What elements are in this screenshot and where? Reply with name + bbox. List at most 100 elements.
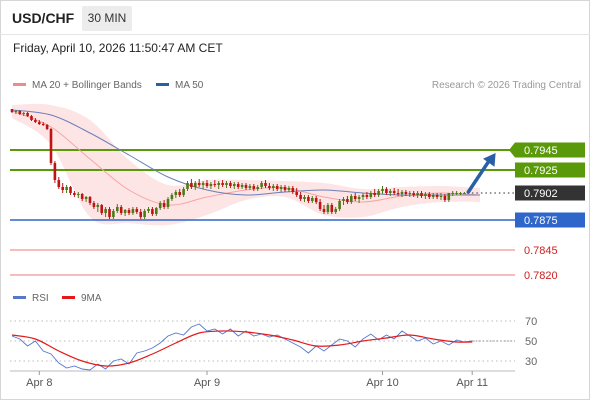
candle-body <box>205 183 209 186</box>
current-price-label: 0.7902 <box>524 188 558 200</box>
candle-body <box>330 205 334 212</box>
datetime-label: Friday, April 10, 2026 11:50:47 AM CET <box>13 41 223 55</box>
candle-body <box>80 194 84 199</box>
candle-body <box>166 199 170 207</box>
legend-rsi-ma: 9MA <box>62 293 102 304</box>
legend-bollinger: MA 20 + Bollinger Bands <box>13 80 142 91</box>
candle-body <box>377 191 380 195</box>
candle-body <box>119 207 123 213</box>
candle-body <box>424 194 427 196</box>
candle-body <box>143 211 146 217</box>
candle-body <box>463 193 466 194</box>
candle-body <box>283 187 287 190</box>
candle-body <box>303 197 306 199</box>
candle-body <box>412 193 415 195</box>
candle-body <box>57 180 61 187</box>
x-tick-label: Apr 9 <box>194 377 220 389</box>
candle-body <box>361 195 365 197</box>
candle-body <box>318 202 322 209</box>
candle-body <box>135 209 139 212</box>
candle-body <box>365 195 369 197</box>
candle-body <box>357 197 361 199</box>
candle-body <box>186 183 189 189</box>
legend-ma50-label: MA 50 <box>175 80 204 91</box>
candle-body <box>369 193 373 197</box>
rsi-tick-label: 70 <box>525 316 537 328</box>
candle-body <box>342 199 345 201</box>
candle-body <box>34 120 37 122</box>
candle-body <box>346 199 349 202</box>
candle-body <box>279 187 283 189</box>
candle-body <box>338 201 341 209</box>
forecast-arrow-shaft <box>466 155 494 194</box>
candle-body <box>155 208 158 214</box>
candle-body <box>221 183 224 185</box>
candle-body <box>73 193 76 195</box>
candle-body <box>139 212 142 217</box>
candle-body <box>455 193 458 194</box>
copyright-label: Research © 2026 Trading Central <box>431 80 581 91</box>
candle-body <box>77 194 80 195</box>
rsi-series-rsi <box>11 323 473 371</box>
candle-body <box>22 113 25 114</box>
candle-body <box>435 195 439 197</box>
forecast-arrow-icon <box>483 153 496 167</box>
candle-body <box>443 196 447 200</box>
candle-body <box>244 185 248 188</box>
candle-body <box>96 205 100 207</box>
level-label-3-bg <box>515 212 585 228</box>
candle-body <box>322 209 326 212</box>
current-price-label-bg <box>515 185 585 201</box>
candle-body <box>170 195 174 199</box>
candle-body <box>287 188 291 190</box>
candle-body <box>194 183 197 187</box>
candle-body <box>252 186 256 189</box>
candle-body <box>451 193 454 194</box>
candle-body <box>225 183 228 185</box>
candle-body <box>408 193 412 194</box>
rsi-tick-label: 30 <box>525 356 537 368</box>
legend-bollinger-label: MA 20 + Bollinger Bands <box>32 80 142 91</box>
candle-body <box>26 113 29 116</box>
candle-body <box>334 209 337 212</box>
bollinger-swatch <box>13 82 26 86</box>
candle-body <box>381 189 384 191</box>
candle-body <box>190 183 193 187</box>
level-label-1: 0.7945 <box>524 145 558 157</box>
candle-body <box>311 198 314 201</box>
x-tick-label: Apr 8 <box>26 377 52 389</box>
candle-body <box>174 192 178 195</box>
candle-body <box>182 189 185 195</box>
bollinger-band-fill <box>12 103 480 226</box>
candle-body <box>88 197 92 203</box>
candle-body <box>373 193 376 195</box>
candles-group <box>10 109 466 219</box>
candle-body <box>158 203 162 208</box>
candle-body <box>439 196 443 197</box>
candle-body <box>291 188 295 192</box>
candle-body <box>459 193 462 194</box>
candle-body <box>18 111 22 114</box>
candle-body <box>209 184 213 186</box>
candle-body <box>69 187 72 193</box>
candle-body <box>260 183 263 187</box>
candle-body <box>420 193 423 196</box>
candle-body <box>197 183 201 185</box>
level-label-5: 0.7820 <box>524 270 558 282</box>
candle-body <box>112 211 115 217</box>
candle-body <box>10 109 14 112</box>
candle-body <box>404 192 408 194</box>
level-label-2-bg <box>515 162 585 178</box>
candle-body <box>256 187 259 189</box>
candle-body <box>41 124 45 125</box>
legend-rsi-label: RSI <box>32 293 49 304</box>
candle-body <box>92 203 96 207</box>
candle-body <box>295 192 298 195</box>
level-label-3: 0.7875 <box>524 215 558 227</box>
timeframe-button[interactable]: 30 MIN <box>82 6 132 31</box>
candle-body <box>123 210 127 213</box>
candle-body <box>268 186 271 188</box>
candle-body <box>350 196 353 202</box>
candle-body <box>229 183 232 186</box>
